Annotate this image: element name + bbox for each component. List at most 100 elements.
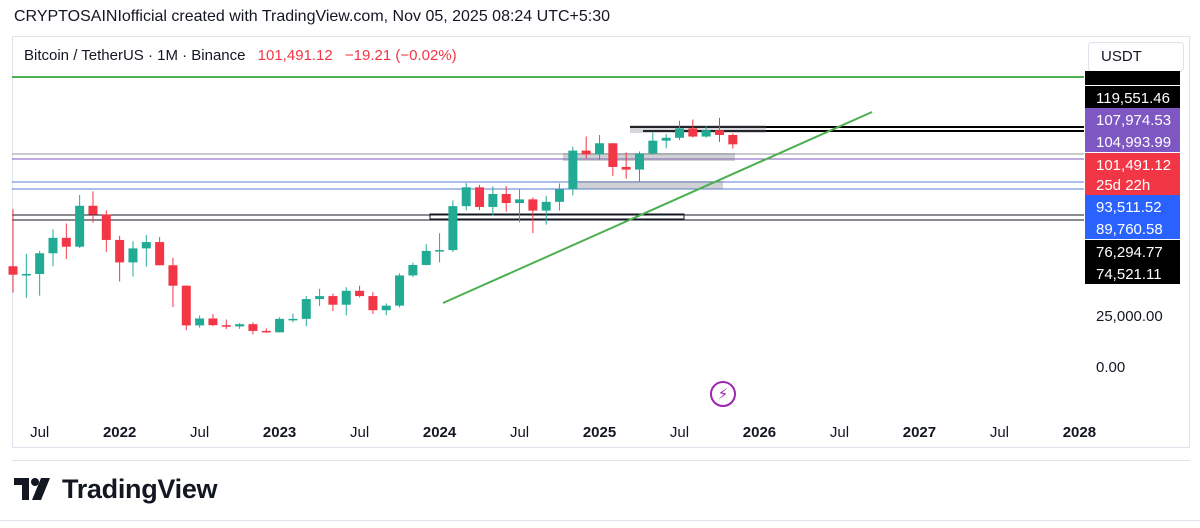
candle xyxy=(435,233,445,263)
candle xyxy=(21,253,31,298)
candle xyxy=(475,184,485,211)
candle xyxy=(608,143,618,176)
candle xyxy=(488,186,498,216)
candle xyxy=(101,210,111,252)
candle xyxy=(128,241,138,277)
candle-body xyxy=(568,150,578,190)
candle xyxy=(141,235,151,267)
price-label: 74,521.11 xyxy=(1096,266,1162,283)
range-box xyxy=(630,125,766,133)
y-axis-tick-label: 25,000.00 xyxy=(1096,308,1163,325)
candle-body xyxy=(21,274,31,276)
candle-body xyxy=(181,285,191,326)
price-label: 89,760.58 xyxy=(1096,221,1163,238)
candle-body xyxy=(35,253,45,275)
price-label: 119,551.46 xyxy=(1096,90,1170,107)
candle xyxy=(88,191,98,223)
x-axis: Jul 2022 Jul 2023 Jul 2024 Jul 2025 Jul 2026 Jul 20… xyxy=(30,424,1096,441)
candle-body xyxy=(235,324,245,327)
range-box xyxy=(429,213,685,220)
x-axis-tick-label: 2027 xyxy=(903,424,936,441)
candle-body xyxy=(88,205,98,215)
candle-body xyxy=(328,296,338,305)
candle-body xyxy=(368,296,378,311)
range-box xyxy=(563,153,735,161)
x-axis-tick-label: Jul xyxy=(670,424,689,441)
x-axis-tick-label: Jul xyxy=(830,424,849,441)
price-label-bg xyxy=(1085,262,1180,284)
candle xyxy=(221,319,231,330)
lightning-bolt-icon[interactable]: ⚡ xyxy=(710,381,736,407)
candle xyxy=(75,194,85,249)
candle-body xyxy=(168,265,178,286)
candle-body xyxy=(8,266,18,275)
candle xyxy=(368,291,378,315)
candle-body xyxy=(475,187,485,207)
candle-body xyxy=(75,205,85,247)
candle xyxy=(261,328,271,333)
price-label-bg xyxy=(1085,153,1180,175)
footer-divider xyxy=(12,460,1190,461)
candle-body xyxy=(675,128,684,138)
candle xyxy=(648,132,658,155)
candle xyxy=(115,235,125,282)
candle-body xyxy=(128,248,138,263)
candle xyxy=(8,209,18,293)
last-price: 101,491.12 xyxy=(257,47,333,64)
price-label-bg xyxy=(1085,108,1180,130)
candle xyxy=(208,314,218,327)
brand-name: TradingView xyxy=(62,473,218,504)
candle-body xyxy=(421,250,431,265)
bottom-divider xyxy=(0,520,1200,521)
candle-body xyxy=(595,143,605,155)
candle-body xyxy=(701,130,711,137)
x-axis-tick-label: Jul xyxy=(190,424,209,441)
price-label: 107,974.53 xyxy=(1096,112,1171,129)
candle xyxy=(621,152,631,179)
candle xyxy=(61,223,71,259)
candle xyxy=(701,126,711,138)
candle-body xyxy=(501,194,511,204)
tradingview-logo-icon xyxy=(14,478,50,500)
candle xyxy=(181,285,191,331)
candle-body xyxy=(261,330,271,333)
candle-body xyxy=(555,189,565,202)
x-axis-tick-label: Jul xyxy=(510,424,529,441)
candle xyxy=(595,134,605,161)
candle xyxy=(395,273,405,308)
price-label-bg xyxy=(1085,130,1180,152)
candle xyxy=(408,262,418,278)
candle xyxy=(155,237,165,266)
x-axis-tick-label: 2024 xyxy=(423,424,457,441)
candle xyxy=(541,195,551,225)
candle xyxy=(635,151,645,183)
candle xyxy=(168,257,178,307)
price-label: 25d 22h xyxy=(1096,177,1150,194)
x-axis-tick-label: Jul xyxy=(30,424,49,441)
price-scale: 119,551.46 107,974.53 104,993.99 101,491.12… xyxy=(1085,71,1180,376)
candle-body xyxy=(621,166,631,170)
candle-body xyxy=(275,318,285,333)
candle-body xyxy=(648,140,658,154)
horizontal-levels xyxy=(12,76,1084,221)
candle xyxy=(341,287,351,316)
x-axis-tick-label: 2022 xyxy=(103,424,136,441)
candle xyxy=(675,120,684,140)
candle-body xyxy=(341,290,351,305)
candle-body xyxy=(608,143,618,167)
candle-body xyxy=(195,318,205,326)
candle-body xyxy=(61,237,71,247)
currency-selector-button[interactable]: USDT xyxy=(1088,42,1184,72)
candle-body xyxy=(581,150,591,155)
candle-body xyxy=(155,242,165,266)
candle-body xyxy=(355,290,365,297)
candle-body xyxy=(488,194,498,207)
price-label-bg xyxy=(1085,71,1180,85)
chart-caption: CRYPTOSAINIofficial created with Trading… xyxy=(14,8,611,25)
candle xyxy=(568,146,578,196)
candle xyxy=(35,250,45,296)
candle xyxy=(328,293,338,312)
candle xyxy=(688,119,698,138)
price-change: −19.21 (−0.02%) xyxy=(344,47,457,64)
